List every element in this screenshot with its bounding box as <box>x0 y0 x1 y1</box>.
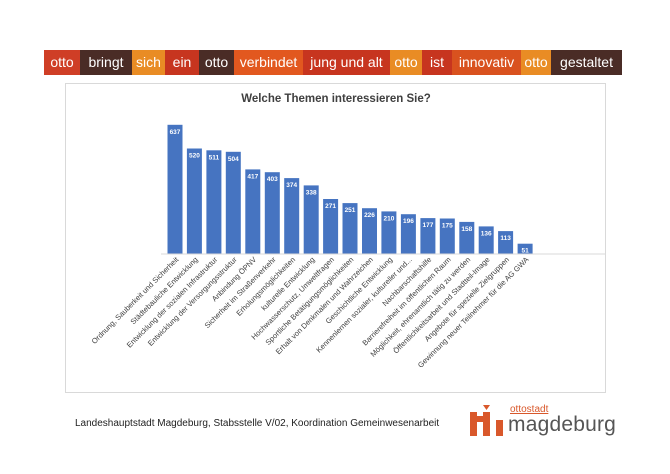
data-label: 177 <box>422 222 433 229</box>
data-label: 511 <box>209 154 220 161</box>
banner-word: bringt <box>80 50 132 75</box>
logo-title: magdeburg <box>508 413 617 436</box>
data-label: 113 <box>500 235 511 242</box>
banner-word: ist <box>422 50 452 75</box>
banner-word: verbindet <box>234 50 303 75</box>
bar <box>206 150 222 254</box>
data-label: 210 <box>383 215 394 222</box>
data-label: 417 <box>247 173 258 180</box>
data-label: 338 <box>306 189 317 196</box>
bar-chart: Welche Themen interessieren Sie? 637Ordn… <box>90 93 605 370</box>
bar <box>439 218 455 254</box>
chart-title: Welche Themen interessieren Sie? <box>241 93 431 105</box>
footer-text: Landeshauptstadt Magdeburg, Stabsstelle … <box>75 418 440 429</box>
banner-word: otto <box>44 50 80 75</box>
banner-word: sich <box>132 50 165 75</box>
banner-word: gestaltet <box>551 50 622 75</box>
logo-mark-icon <box>470 405 503 436</box>
bar <box>264 172 280 254</box>
data-label: 271 <box>325 203 336 210</box>
data-label: 251 <box>345 207 356 214</box>
data-label: 51 <box>521 248 529 255</box>
bar <box>342 203 358 254</box>
bar <box>498 231 514 254</box>
data-label: 637 <box>170 129 181 136</box>
banner-word: otto <box>199 50 234 75</box>
logo-subtitle: ottostadt <box>510 404 549 415</box>
data-label: 226 <box>364 212 375 219</box>
bar <box>186 148 202 254</box>
bar <box>362 208 377 254</box>
data-label: 175 <box>442 223 453 230</box>
data-label: 136 <box>481 230 492 237</box>
banner-word: jung und alt <box>303 50 390 75</box>
data-label: 196 <box>403 218 414 225</box>
data-label: 403 <box>267 176 278 183</box>
bar <box>225 151 241 254</box>
bar <box>303 185 319 254</box>
bar <box>245 169 261 254</box>
data-label: 374 <box>286 182 297 189</box>
bar <box>478 226 494 254</box>
data-label: 158 <box>461 226 472 233</box>
bar <box>517 243 533 254</box>
bar <box>381 211 397 254</box>
banner-word: innovativ <box>452 50 521 75</box>
bar <box>420 218 436 254</box>
magdeburg-logo-icon <box>470 405 503 436</box>
bar <box>284 178 300 254</box>
banner-word: ein <box>165 50 199 75</box>
bar <box>167 124 183 254</box>
bar <box>459 221 475 254</box>
data-label: 520 <box>189 153 200 160</box>
banner-word: otto <box>521 50 551 75</box>
bar <box>323 199 339 254</box>
bar <box>400 214 416 254</box>
slogan-banner: otto bringt sich ein otto verbindet jung und a… <box>44 50 622 75</box>
banner-word: otto <box>390 50 422 75</box>
data-label: 504 <box>228 156 239 163</box>
chart-frame: Welche Themen interessieren Sie? 637 Ordn… <box>65 83 606 393</box>
